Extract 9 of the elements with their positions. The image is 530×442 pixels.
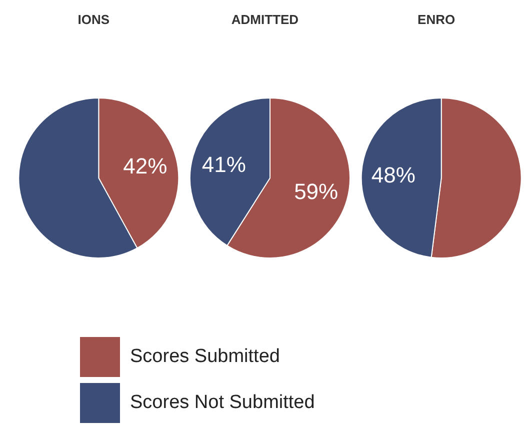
slice-label: IONS	[76, 12, 111, 27]
legend-label: Scores Submitted	[130, 346, 280, 368]
slice-label: ADMITTED	[230, 12, 300, 27]
slice-label: ENRO	[416, 12, 456, 27]
data-label: 42%	[123, 154, 168, 179]
data-label: 48%	[371, 162, 416, 188]
data-label: 59%	[294, 178, 338, 204]
legend-label: Scores Not Submitted	[130, 392, 315, 414]
data-label: 41%	[202, 152, 246, 178]
